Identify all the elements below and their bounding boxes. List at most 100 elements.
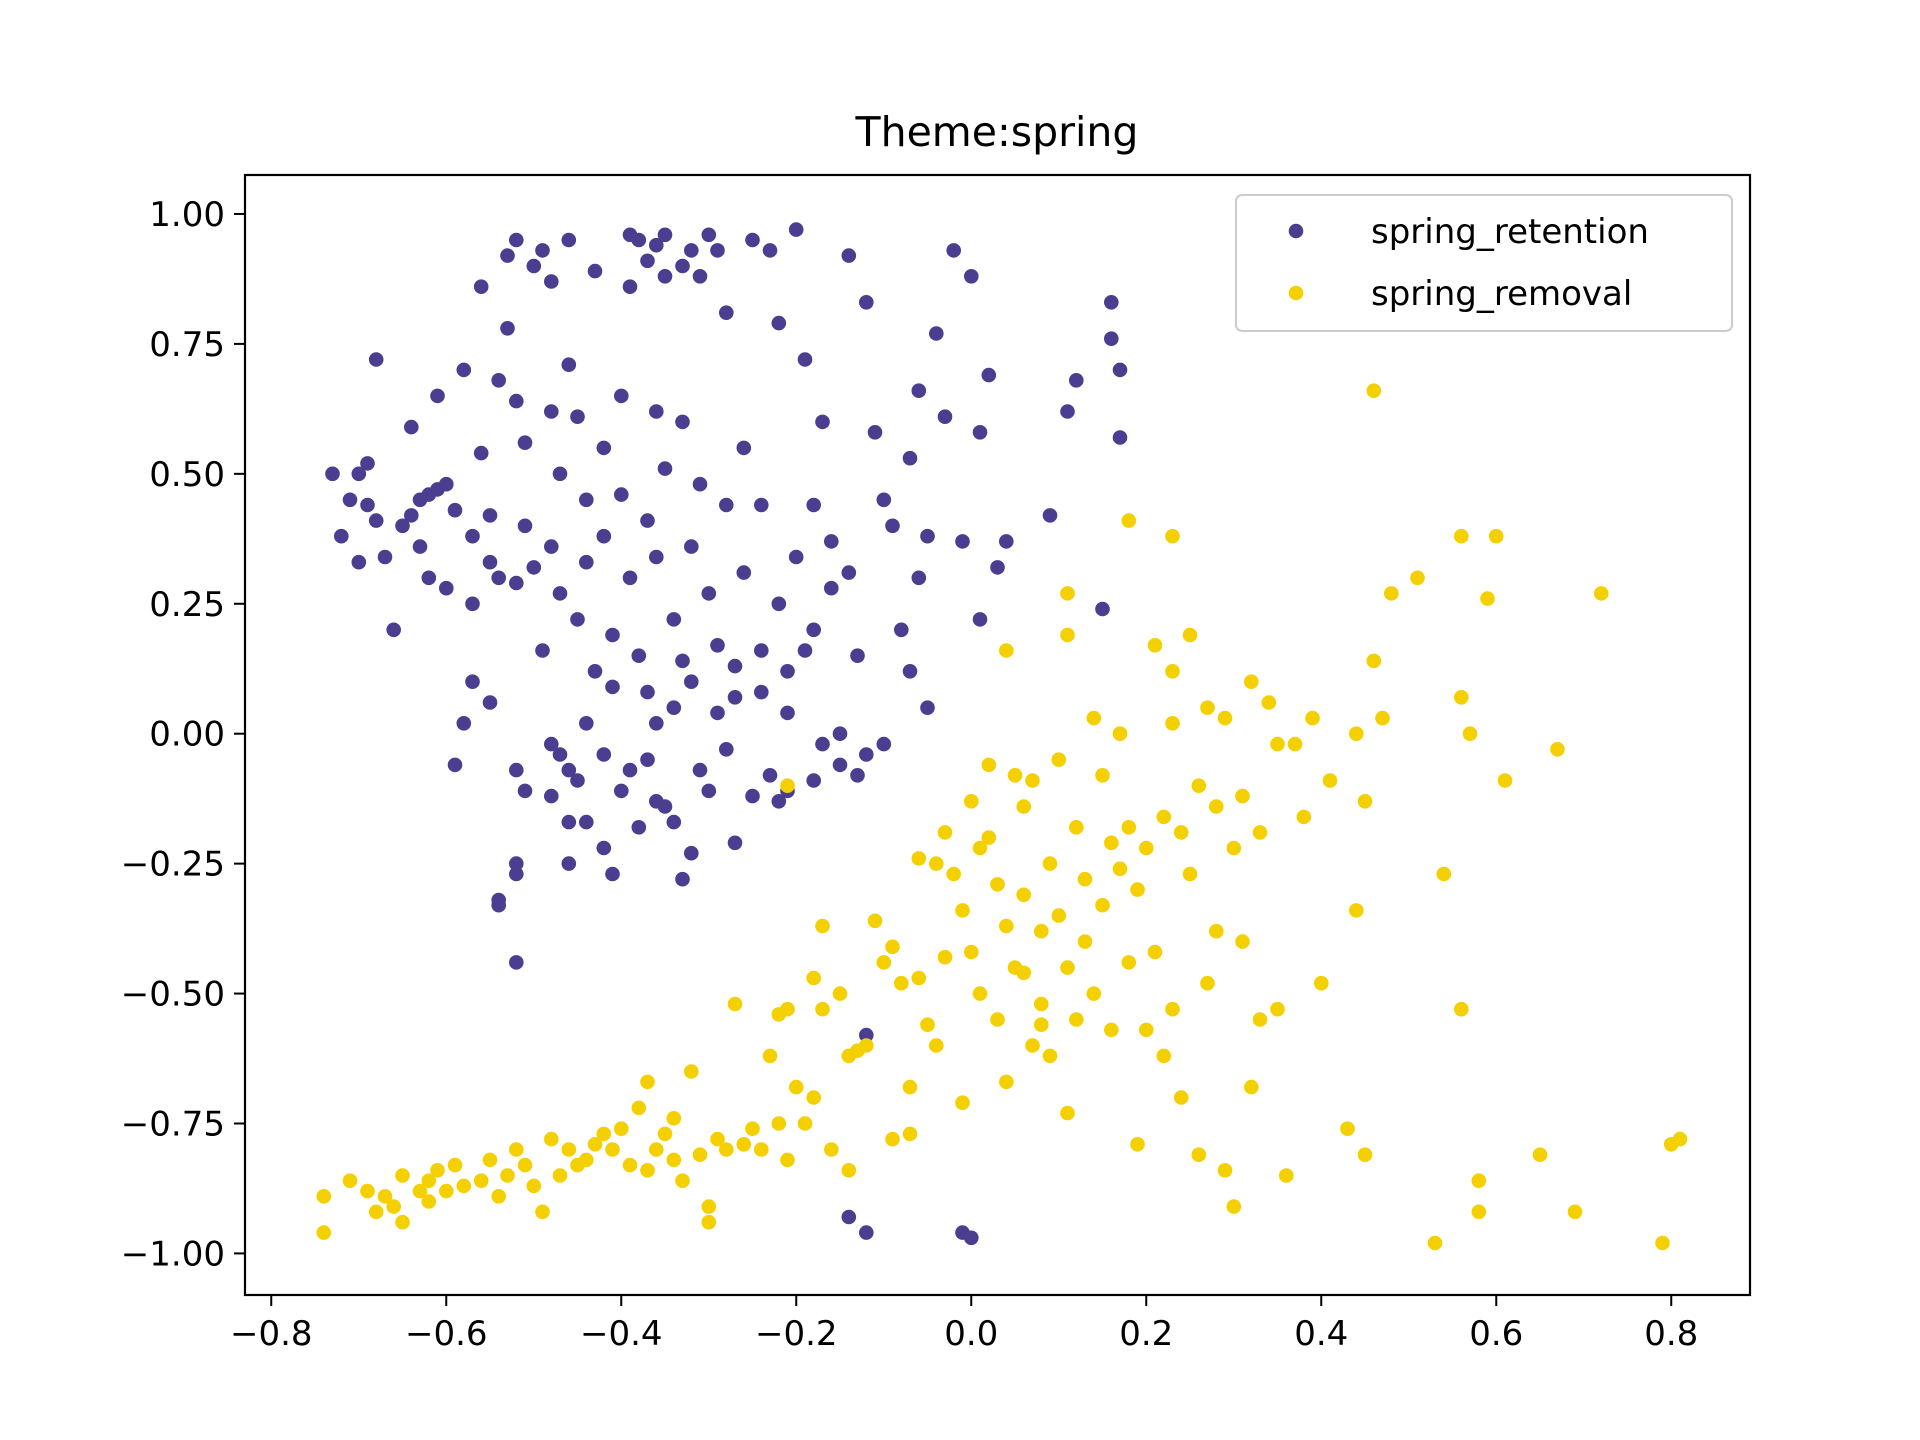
data-point: [404, 419, 419, 435]
data-point: [500, 321, 515, 336]
data-point: [386, 1199, 402, 1214]
data-point: [762, 768, 778, 783]
data-point: [1112, 362, 1128, 378]
data-point: [867, 913, 883, 929]
data-point: [1060, 627, 1075, 643]
data-point: [981, 830, 997, 845]
data-point: [614, 783, 629, 799]
data-point: [955, 534, 970, 549]
data-point: [491, 570, 507, 586]
data-point: [1462, 726, 1478, 741]
y-tick-label: 1.00: [149, 195, 225, 235]
y-tick-label: 0.00: [149, 715, 225, 755]
data-point: [1025, 773, 1040, 788]
data-point: [544, 404, 559, 419]
data-point: [1042, 1048, 1058, 1064]
data-point: [832, 726, 848, 741]
data-point: [701, 1199, 717, 1214]
data-point: [710, 243, 725, 258]
data-point: [561, 1142, 577, 1157]
data-point: [561, 856, 577, 871]
data-point: [754, 497, 769, 513]
data-point: [439, 580, 454, 596]
data-point: [535, 1204, 550, 1220]
data-point: [1165, 716, 1180, 731]
data-point: [596, 1126, 612, 1142]
data-point: [990, 877, 1005, 892]
data-point: [771, 315, 787, 331]
data-point: [605, 679, 620, 695]
data-point: [806, 497, 821, 513]
data-point: [684, 243, 699, 258]
data-point: [395, 518, 410, 534]
data-point: [719, 1142, 734, 1157]
data-point: [911, 383, 927, 399]
data-point: [1095, 601, 1110, 617]
data-point: [666, 1152, 682, 1168]
data-point: [649, 237, 664, 253]
data-point: [684, 539, 699, 554]
data-point: [1034, 996, 1049, 1012]
data-point: [999, 643, 1014, 658]
data-point: [473, 279, 489, 295]
data-point: [1384, 586, 1399, 601]
data-point: [1209, 923, 1224, 939]
data-point: [631, 820, 647, 835]
data-point: [587, 1137, 603, 1152]
data-point: [1060, 404, 1075, 419]
data-point: [1069, 1012, 1084, 1027]
data-point: [482, 695, 498, 710]
x-tick-label: −0.4: [580, 1314, 663, 1354]
data-point: [972, 840, 988, 856]
data-point: [535, 643, 550, 658]
data-point: [780, 705, 795, 721]
data-point: [657, 1126, 673, 1142]
data-point: [981, 757, 997, 773]
data-point: [526, 560, 542, 575]
data-point: [1235, 934, 1250, 949]
data-point: [955, 1095, 970, 1110]
series-spring_removal: [316, 383, 1688, 1251]
data-point: [1069, 373, 1084, 388]
data-point: [1252, 825, 1268, 840]
data-point: [1488, 528, 1504, 544]
data-point: [517, 783, 533, 799]
data-point: [622, 279, 638, 295]
data-point: [1156, 809, 1172, 825]
data-point: [1244, 1079, 1259, 1095]
data-point: [596, 528, 612, 544]
legend-box: [1235, 194, 1733, 332]
data-point: [614, 388, 629, 404]
data-point: [334, 528, 349, 544]
data-point: [1121, 955, 1137, 970]
data-point: [902, 1079, 918, 1095]
data-point: [999, 534, 1014, 549]
data-point: [1270, 1001, 1285, 1017]
data-point: [1471, 1173, 1487, 1188]
data-point: [876, 955, 892, 970]
data-point: [561, 232, 577, 248]
data-point: [526, 258, 542, 274]
data-point: [666, 700, 682, 715]
data-point: [1095, 768, 1110, 783]
data-point: [579, 814, 594, 830]
data-point: [1672, 1131, 1688, 1147]
data-point: [1165, 1001, 1180, 1017]
data-point: [675, 1173, 690, 1188]
data-point: [937, 949, 953, 965]
data-point: [806, 970, 821, 986]
data-point: [552, 586, 568, 601]
data-point: [360, 497, 375, 513]
data-point: [1007, 768, 1023, 783]
data-point: [1349, 903, 1364, 918]
data-point: [509, 232, 524, 248]
data-point: [692, 476, 708, 492]
data-point: [622, 762, 638, 778]
data-point: [509, 866, 524, 882]
data-point: [579, 1152, 594, 1168]
y-tick-label: 0.25: [149, 585, 225, 625]
data-point: [500, 248, 515, 263]
data-point: [832, 986, 848, 1001]
data-point: [894, 622, 909, 638]
data-point: [797, 643, 813, 658]
